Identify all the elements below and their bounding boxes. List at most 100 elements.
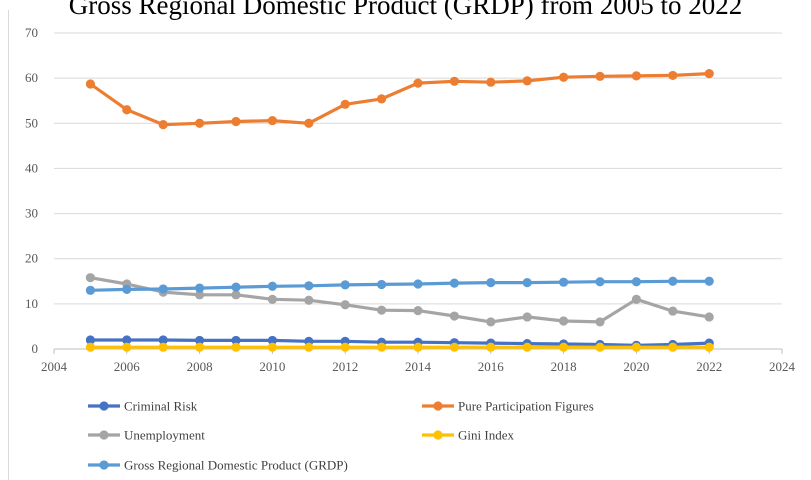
- legend-swatch-marker: [99, 401, 109, 411]
- data-point: [449, 311, 459, 321]
- data-point: [267, 115, 277, 126]
- data-point: [85, 335, 95, 345]
- y-tick-label: 0: [32, 341, 39, 356]
- y-tick-label: 40: [25, 160, 38, 175]
- x-axis: 2004 2006 2008 2010 2012 2014 2016 2018 2020 2022…: [41, 348, 796, 374]
- legend-swatch-marker: [433, 401, 443, 411]
- data-point: [631, 277, 642, 287]
- data-point: [195, 118, 205, 128]
- legend-item: Criminal Risk: [88, 399, 198, 414]
- chart-area: [8, 10, 811, 480]
- legend: Criminal Risk Pure Participation Figures U…: [88, 399, 594, 473]
- data-point: [377, 342, 387, 352]
- x-tick-label: 2004: [41, 359, 68, 374]
- y-tick-label: 50: [25, 115, 38, 130]
- data-point: [595, 277, 605, 287]
- data-point: [340, 342, 350, 352]
- x-tick-label: 2024: [769, 359, 796, 374]
- y-tick-label: 60: [25, 70, 38, 85]
- data-point: [85, 273, 95, 283]
- data-point: [85, 285, 95, 295]
- data-point: [304, 281, 314, 291]
- legend-item: Gross Regional Domestic Product (GRDP): [88, 458, 348, 473]
- data-point: [522, 76, 532, 86]
- data-point: [449, 278, 459, 288]
- data-point: [267, 281, 277, 291]
- data-point: [704, 276, 714, 286]
- data-point: [304, 342, 314, 352]
- data-point: [668, 70, 678, 81]
- data-point: [559, 342, 569, 352]
- data-point: [158, 342, 168, 352]
- y-tick-label: 30: [25, 206, 38, 221]
- series-layer: [85, 69, 714, 352]
- legend-label: Criminal Risk: [124, 399, 198, 414]
- data-point: [704, 69, 714, 79]
- data-point: [158, 335, 168, 345]
- x-tick-label: 2006: [114, 359, 141, 374]
- data-point: [304, 295, 314, 305]
- data-point: [449, 342, 459, 352]
- series-line: [88, 279, 711, 292]
- legend-item: Gini Index: [422, 428, 514, 443]
- x-tick-label: 2014: [405, 359, 432, 374]
- data-point: [267, 335, 277, 346]
- legend-swatch-marker: [99, 430, 109, 440]
- series-line: [88, 71, 711, 127]
- data-point: [486, 317, 496, 327]
- data-point: [595, 342, 605, 352]
- data-point: [486, 342, 496, 352]
- legend-label: Pure Participation Figures: [458, 399, 594, 414]
- data-point: [704, 312, 714, 322]
- data-point: [231, 342, 241, 352]
- data-point: [595, 71, 605, 81]
- x-tick-label: 2016: [478, 359, 505, 374]
- data-point: [267, 294, 277, 304]
- data-point: [668, 342, 678, 352]
- x-tick-label: 2020: [623, 359, 649, 374]
- data-point: [122, 342, 132, 352]
- data-point: [413, 78, 423, 88]
- data-point: [85, 79, 95, 89]
- data-point: [413, 279, 423, 289]
- data-point: [449, 76, 459, 86]
- data-point: [195, 283, 205, 293]
- data-point: [668, 306, 678, 316]
- data-point: [559, 277, 569, 287]
- legend-label: Gross Regional Domestic Product (GRDP): [124, 458, 348, 473]
- series-gross-regional-domestic-product-grdp: [85, 276, 714, 295]
- legend-swatch-marker: [99, 460, 109, 470]
- data-point: [85, 342, 95, 352]
- legend-label: Gini Index: [458, 428, 514, 443]
- data-point: [595, 317, 605, 327]
- y-tick-label: 10: [25, 296, 38, 311]
- data-point: [231, 335, 241, 346]
- data-point: [486, 77, 496, 87]
- data-point: [377, 279, 387, 290]
- x-tick-label: 2012: [332, 359, 358, 374]
- y-tick-label: 20: [25, 251, 38, 266]
- data-point: [704, 342, 714, 352]
- data-point: [231, 116, 241, 127]
- data-point: [195, 342, 205, 352]
- series-pure-participation-figures: [85, 69, 714, 130]
- series-line: [88, 276, 711, 324]
- data-point: [377, 94, 387, 104]
- data-point: [122, 284, 132, 295]
- x-tick-label: 2018: [551, 359, 577, 374]
- data-point: [195, 335, 205, 346]
- legend-swatch-marker: [433, 430, 443, 440]
- legend-label: Unemployment: [124, 428, 205, 443]
- x-tick-label: 2010: [259, 359, 285, 374]
- data-point: [522, 342, 532, 352]
- data-point: [486, 278, 496, 288]
- data-point: [413, 342, 423, 352]
- data-point: [631, 342, 642, 352]
- data-point: [377, 305, 387, 315]
- data-point: [668, 276, 678, 286]
- data-point: [122, 105, 132, 115]
- data-point: [158, 284, 168, 294]
- chart-title: Gross Regional Domestic Product (GRDP) f…: [68, 0, 743, 20]
- data-point: [559, 316, 569, 326]
